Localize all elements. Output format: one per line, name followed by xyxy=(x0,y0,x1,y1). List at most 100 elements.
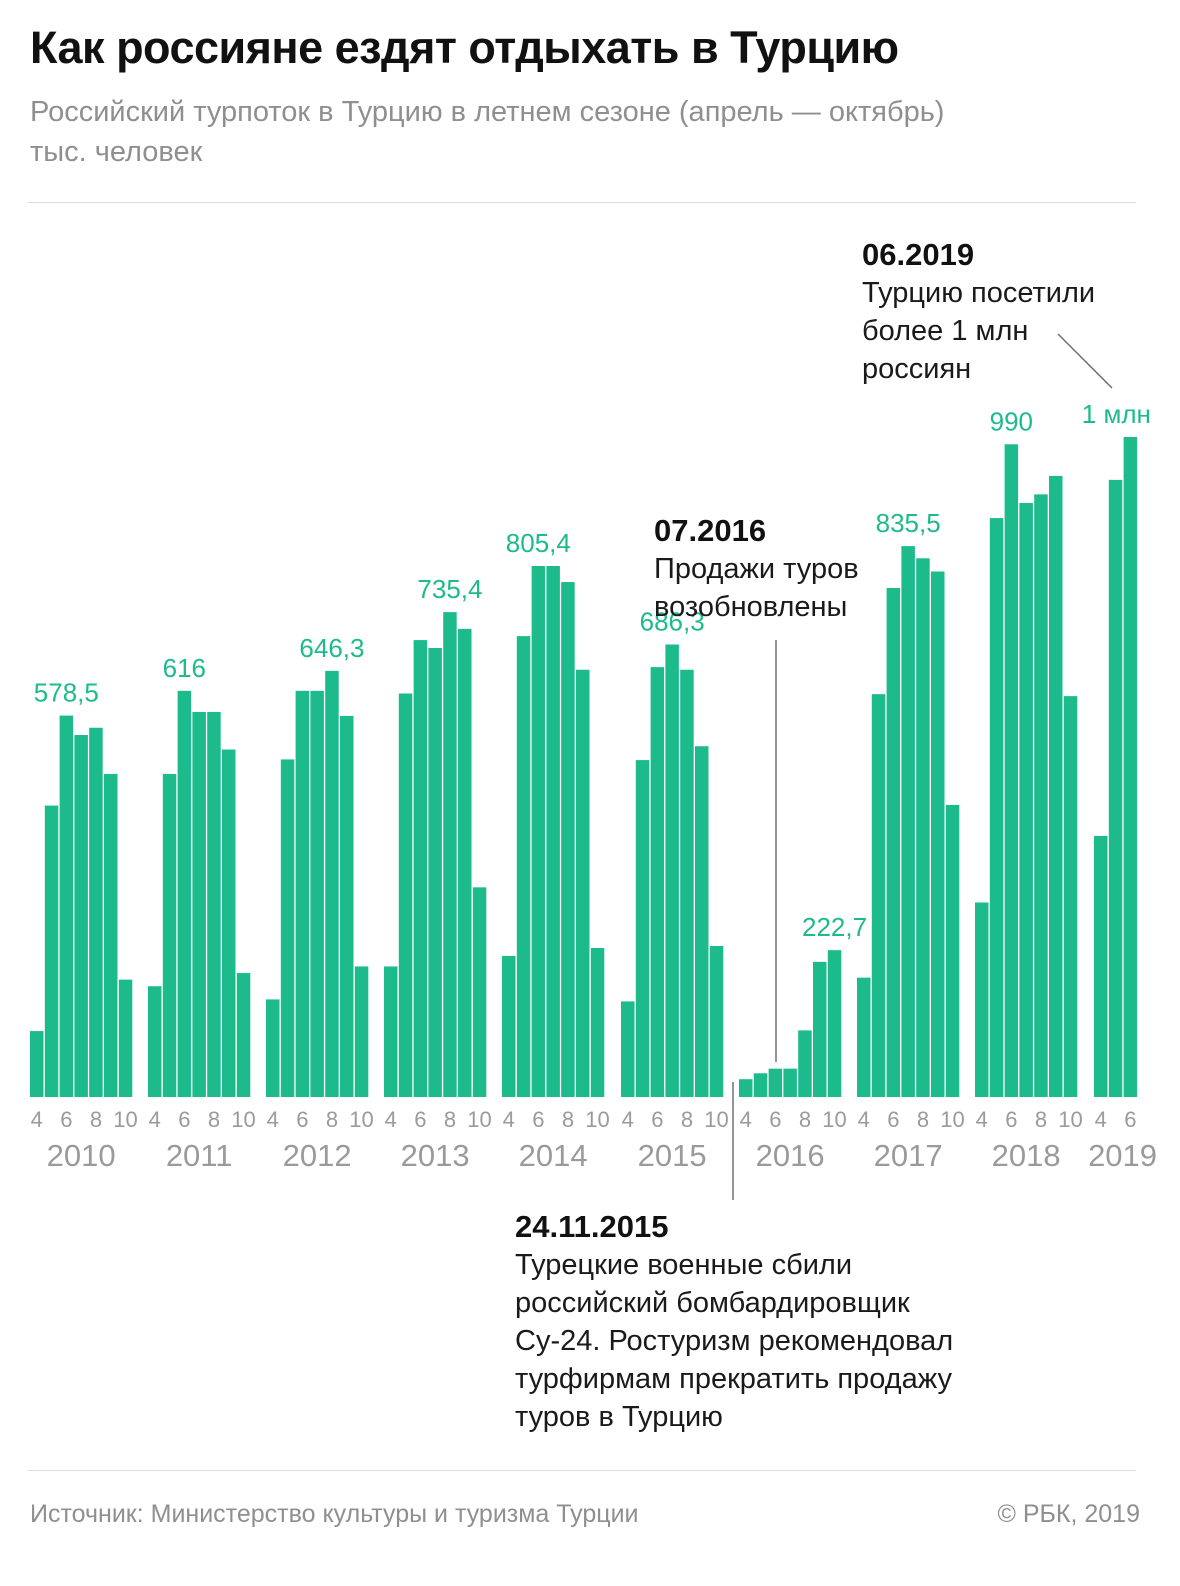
bar-2011-m5 xyxy=(162,773,177,1097)
source-note: Источник: Министерство культуры и туризм… xyxy=(30,1500,639,1528)
month-tick-2010-6: 6 xyxy=(60,1107,72,1132)
annotation-2019: 06.2019 Турцию посетили более 1 млн росс… xyxy=(862,236,1095,388)
month-tick-2016-8: 8 xyxy=(799,1107,811,1132)
bar-2017-m10 xyxy=(945,804,960,1097)
value-label-2017: 835,5 xyxy=(876,508,941,538)
month-tick-2017-8: 8 xyxy=(917,1107,929,1132)
bar-2017-m5 xyxy=(871,694,886,1097)
month-tick-2017-10: 10 xyxy=(940,1107,964,1132)
month-tick-2012-6: 6 xyxy=(296,1107,308,1132)
month-tick-2011-4: 4 xyxy=(149,1107,161,1132)
annotation-2015-line5: туров в Турцию xyxy=(515,1401,723,1433)
value-label-2019: 1 млн xyxy=(1082,399,1151,429)
bar-2015-m4 xyxy=(621,1001,635,1097)
month-tick-2010-10: 10 xyxy=(113,1107,137,1132)
year-label-2017: 2017 xyxy=(874,1138,943,1173)
value-label-2012: 646,3 xyxy=(299,633,364,663)
bar-2017-m6 xyxy=(886,587,901,1097)
bar-2013-m9 xyxy=(458,628,472,1097)
value-label-2013: 735,4 xyxy=(417,574,482,604)
bar-2016-m5 xyxy=(753,1073,768,1097)
bar-2014-m5 xyxy=(516,636,531,1097)
bar-2018-m8 xyxy=(1034,494,1048,1097)
bar-2019-m4 xyxy=(1094,835,1108,1097)
bar-2018-m4 xyxy=(975,902,989,1097)
bar-2015-m5 xyxy=(635,760,650,1097)
bar-2019-m6 xyxy=(1123,437,1138,1097)
copyright: © РБК, 2019 xyxy=(997,1500,1140,1528)
bar-2012-m6 xyxy=(295,690,310,1097)
bar-2015-m7 xyxy=(665,644,679,1097)
bar-2019-m5 xyxy=(1108,479,1123,1097)
bar-2010-m9 xyxy=(104,773,118,1097)
chart-subtitle: Российский турпоток в Турцию в летнем се… xyxy=(30,92,944,172)
bar-2017-m9 xyxy=(931,571,945,1097)
month-tick-2015-8: 8 xyxy=(681,1107,693,1132)
annotation-2019-date: 06.2019 xyxy=(862,237,975,272)
bar-2010-m5 xyxy=(44,805,59,1097)
bar-2013-m4 xyxy=(384,966,398,1097)
month-tick-2019-6: 6 xyxy=(1124,1107,1136,1132)
bar-2016-m8 xyxy=(798,1030,812,1097)
year-label-2014: 2014 xyxy=(519,1138,588,1173)
bar-2011-m10 xyxy=(236,973,251,1097)
annotation-2016-line2: возобновлены xyxy=(654,591,848,623)
month-tick-2015-10: 10 xyxy=(704,1107,728,1132)
bar-2016-m7 xyxy=(783,1068,797,1097)
month-tick-2018-8: 8 xyxy=(1035,1107,1047,1132)
month-tick-2011-6: 6 xyxy=(178,1107,190,1132)
bar-2017-m8 xyxy=(916,558,930,1097)
month-tick-2019-4: 4 xyxy=(1095,1107,1107,1132)
bar-2013-m10 xyxy=(472,887,487,1097)
annotation-2015-line4: турфирмам прекратить продажу xyxy=(515,1363,952,1395)
bar-2017-m7 xyxy=(901,546,915,1097)
chart-title: Как россияне ездят отдыхать в Турцию xyxy=(30,22,899,73)
value-label-2016: 222,7 xyxy=(802,912,867,942)
bar-2016-m6 xyxy=(768,1068,783,1097)
value-label-2014: 805,4 xyxy=(506,528,571,558)
month-tick-2012-10: 10 xyxy=(349,1107,373,1132)
bar-2015-m9 xyxy=(695,746,709,1097)
bar-2012-m9 xyxy=(340,715,354,1097)
bar-2015-m8 xyxy=(680,669,694,1097)
value-label-2011: 616 xyxy=(163,653,206,683)
month-tick-2018-10: 10 xyxy=(1058,1107,1082,1132)
bar-2018-m7 xyxy=(1019,502,1033,1097)
bar-2013-m8 xyxy=(443,612,457,1097)
month-tick-2013-10: 10 xyxy=(467,1107,491,1132)
bar-2014-m10 xyxy=(590,947,605,1097)
bar-2018-m10 xyxy=(1063,696,1078,1097)
bar-2014-m9 xyxy=(576,669,590,1097)
value-label-2010: 578,5 xyxy=(34,678,99,708)
month-tick-2011-8: 8 xyxy=(208,1107,220,1132)
bar-2018-m9 xyxy=(1049,475,1063,1097)
bar-2012-m5 xyxy=(280,759,295,1097)
month-tick-2011-10: 10 xyxy=(231,1107,255,1132)
month-tick-2013-6: 6 xyxy=(414,1107,426,1132)
year-label-2018: 2018 xyxy=(992,1138,1061,1173)
bar-2010-m8 xyxy=(89,727,103,1097)
month-tick-2010-4: 4 xyxy=(31,1107,43,1132)
bar-2016-m9 xyxy=(813,961,827,1097)
bar-2010-m6 xyxy=(59,715,74,1097)
bar-2013-m7 xyxy=(428,647,442,1097)
annotation-2015-line2: российский бомбардировщик xyxy=(515,1287,910,1319)
year-label-2015: 2015 xyxy=(638,1138,707,1173)
annotation-2016: 07.2016 Продажи туров возобновлены xyxy=(654,512,859,626)
month-tick-2013-4: 4 xyxy=(385,1107,397,1132)
month-tick-2016-10: 10 xyxy=(822,1107,846,1132)
month-tick-2016-6: 6 xyxy=(769,1107,781,1132)
bottom-divider xyxy=(28,1470,1136,1471)
month-tick-2010-8: 8 xyxy=(90,1107,102,1132)
value-label-2015: 686,3 xyxy=(640,606,705,636)
bar-2011-m9 xyxy=(222,749,236,1097)
bar-2010-m10 xyxy=(118,979,133,1097)
leader-line-2019 xyxy=(1057,333,1113,389)
year-label-2016: 2016 xyxy=(756,1138,825,1173)
month-tick-2017-4: 4 xyxy=(858,1107,870,1132)
bar-2018-m6 xyxy=(1004,444,1019,1097)
bar-2011-m7 xyxy=(192,711,206,1097)
month-tick-2015-4: 4 xyxy=(622,1107,634,1132)
month-tick-2014-4: 4 xyxy=(503,1107,515,1132)
